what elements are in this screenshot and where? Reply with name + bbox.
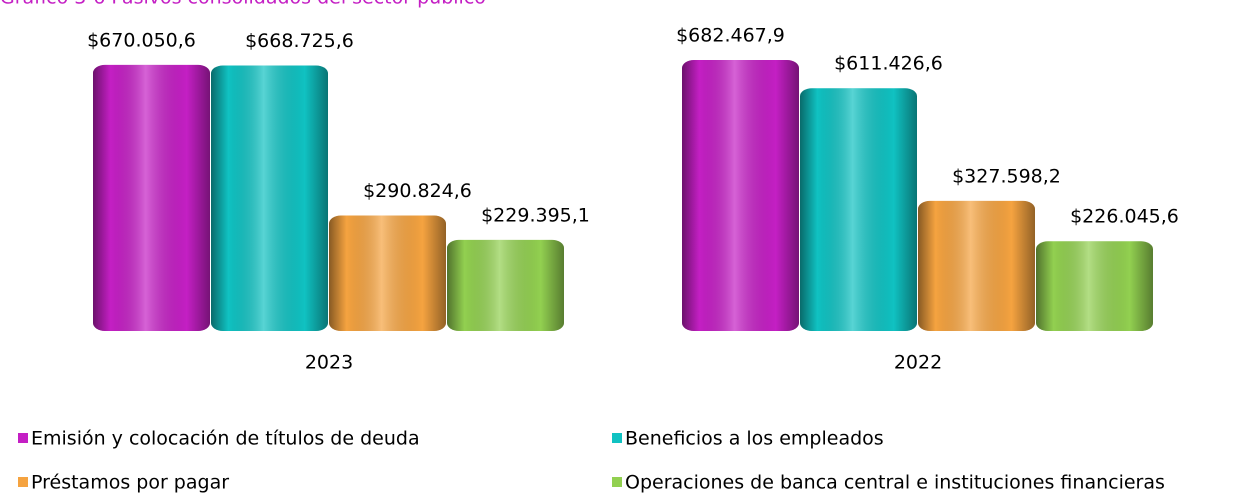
- data-label: $670.050,6: [87, 29, 196, 51]
- legend-swatch: [612, 433, 622, 443]
- data-label: $226.045,6: [1070, 206, 1179, 228]
- data-label: $611.426,6: [834, 53, 943, 75]
- data-label: $327.598,2: [952, 165, 1061, 187]
- data-label: $229.395,1: [481, 204, 590, 226]
- bar: [211, 65, 328, 331]
- bar: [447, 239, 564, 331]
- data-label: $682.467,9: [676, 25, 785, 47]
- x-tick-label: 2022: [894, 352, 942, 374]
- bar: [93, 64, 210, 332]
- bar: [682, 60, 799, 331]
- legend-swatch: [18, 477, 28, 487]
- data-label: $290.824,6: [363, 180, 472, 202]
- legend-label: Préstamos por pagar: [31, 472, 229, 493]
- chart-title: Gráfico 3-6 Pasivos consolidados del sec…: [0, 0, 486, 9]
- legend-label: Emisión y colocación de títulos de deuda: [31, 428, 420, 450]
- bar: [918, 200, 1035, 331]
- x-tick-label: 2023: [305, 352, 353, 374]
- legend-swatch: [18, 433, 28, 443]
- bar: [800, 88, 917, 332]
- data-label: $668.725,6: [245, 30, 354, 52]
- bar: [1036, 241, 1153, 331]
- legend-label: Operaciones de banca central e instituci…: [625, 472, 1165, 493]
- legend-label: Beneficios a los empleados: [625, 428, 884, 450]
- bar: [329, 215, 446, 331]
- legend-swatch: [612, 477, 622, 487]
